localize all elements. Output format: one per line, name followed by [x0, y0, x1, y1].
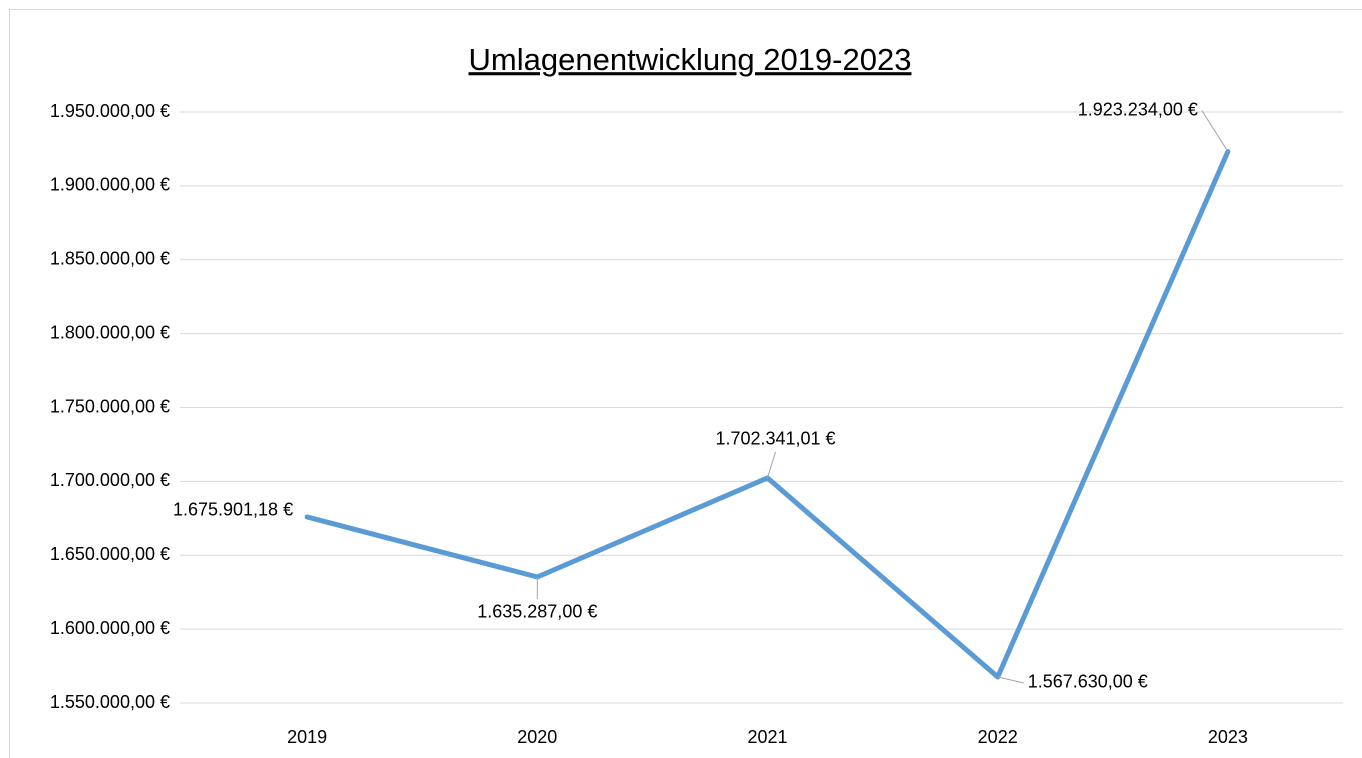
leader-line	[1201, 110, 1229, 152]
y-tick-label: 1.800.000,00 €	[50, 322, 170, 342]
x-tick-label: 2021	[747, 727, 787, 747]
x-tick-label: 2020	[517, 727, 557, 747]
y-tick-label: 1.950.000,00 €	[50, 101, 170, 121]
x-tick-label: 2023	[1208, 727, 1248, 747]
x-tick-label: 2019	[287, 727, 327, 747]
y-tick-label: 1.650.000,00 €	[50, 544, 170, 564]
chart-frame	[9, 9, 1362, 758]
data-label: 1.635.287,00 €	[477, 602, 597, 622]
y-tick-label: 1.900.000,00 €	[50, 175, 170, 195]
y-tick-label: 1.550.000,00 €	[50, 692, 170, 712]
y-tick-label: 1.700.000,00 €	[50, 470, 170, 490]
chart-title: Umlagenentwicklung 2019-2023	[469, 42, 912, 77]
y-tick-label: 1.600.000,00 €	[50, 618, 170, 638]
y-tick-label: 1.750.000,00 €	[50, 396, 170, 416]
data-label: 1.923.234,00 €	[1078, 99, 1198, 119]
y-tick-label: 1.850.000,00 €	[50, 249, 170, 269]
data-label: 1.702.341,01 €	[715, 429, 835, 449]
leader-line	[767, 451, 776, 479]
x-tick-label: 2022	[978, 727, 1018, 747]
line-series	[304, 149, 1231, 680]
leader-line	[997, 676, 1024, 684]
data-label: 1.675.901,18 €	[173, 500, 293, 520]
data-label: 1.567.630,00 €	[1028, 672, 1148, 692]
